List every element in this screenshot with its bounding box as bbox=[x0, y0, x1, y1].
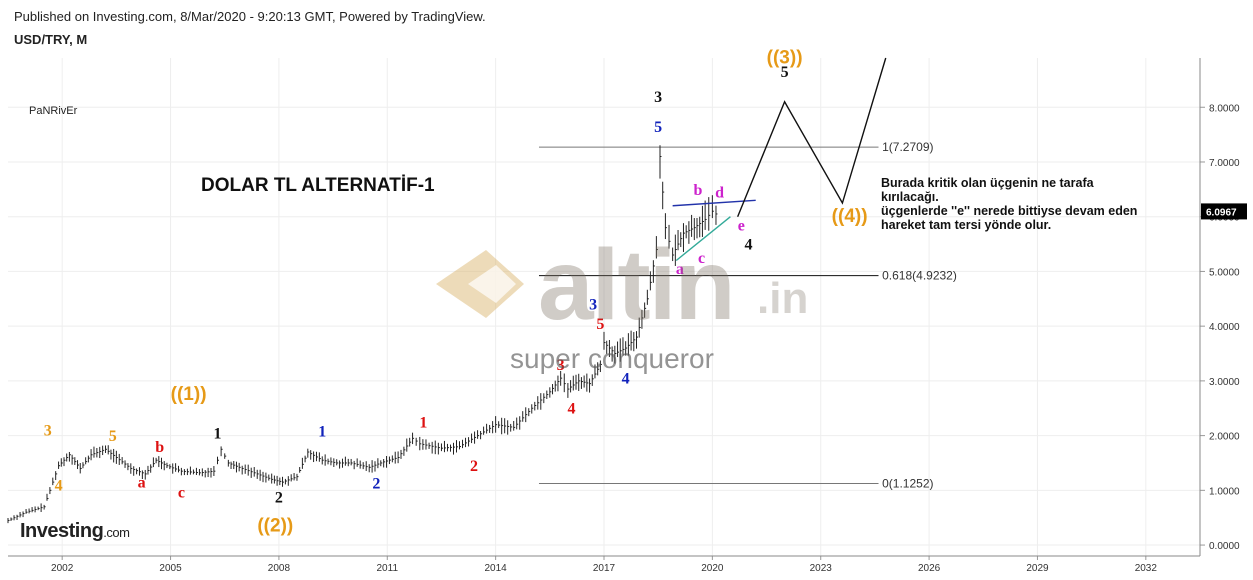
x-tick-label: 2023 bbox=[810, 563, 833, 574]
y-tick-label: 3.0000 bbox=[1209, 377, 1240, 388]
wave-label: a bbox=[138, 475, 146, 492]
note-line: Burada kritik olan üçgenin ne tarafa bbox=[881, 176, 1094, 190]
x-tick-label: 2017 bbox=[593, 563, 616, 574]
x-tick-label: 2026 bbox=[918, 563, 941, 574]
logo-main: Investing bbox=[20, 520, 104, 542]
triangle-lower-line bbox=[675, 216, 731, 262]
fib-label: 0.618(4.9232) bbox=[882, 269, 957, 283]
fibonacci-levels: 1(7.2709) 0.618(4.9232) 0(1.1252) bbox=[538, 140, 957, 490]
watermark-suffix: .in bbox=[757, 274, 809, 323]
triangle-upper-line bbox=[672, 199, 756, 207]
chart-axes: 0.00001.00002.00003.00004.00005.00006.00… bbox=[8, 58, 1247, 574]
price-bars bbox=[7, 145, 718, 524]
fib-label: 1(7.2709) bbox=[882, 140, 933, 154]
x-tick-label: 2011 bbox=[377, 563, 399, 574]
y-tick-label: 2.0000 bbox=[1209, 432, 1240, 443]
x-tick-label: 2029 bbox=[1026, 563, 1049, 574]
x-tick-label: 2032 bbox=[1135, 563, 1158, 574]
y-tick-label: 7.0000 bbox=[1209, 158, 1240, 169]
wave-label: b bbox=[155, 439, 164, 456]
x-tick-label: 2005 bbox=[159, 563, 182, 574]
chart-title: DOLAR TL ALTERNATİF-1 bbox=[201, 175, 435, 196]
wave-label: 4 bbox=[622, 371, 630, 388]
wave-label: 5 bbox=[596, 316, 604, 333]
wave-label: c bbox=[178, 484, 185, 501]
wave-label: 1 bbox=[419, 414, 427, 431]
wave-label: e bbox=[738, 217, 745, 234]
wave-label: ((3)) bbox=[767, 47, 803, 68]
wave-label: 3 bbox=[557, 357, 565, 374]
chart-grid bbox=[8, 58, 1200, 556]
wave-label: ((2)) bbox=[257, 515, 293, 536]
wave-label: 5 bbox=[654, 119, 662, 136]
wave-label: d bbox=[715, 185, 724, 202]
x-tick-label: 2002 bbox=[51, 563, 74, 574]
watermark-tagline: super conqueror bbox=[510, 343, 714, 374]
current-price-tag bbox=[1201, 203, 1247, 220]
wave-label: 3 bbox=[589, 297, 597, 314]
wave-label: ((1)) bbox=[171, 384, 207, 405]
current-price-label: 6.0967 bbox=[1206, 207, 1237, 218]
wave-label: 4 bbox=[744, 237, 752, 254]
author-name: PaNRivEr bbox=[29, 105, 78, 117]
wave-label: 3 bbox=[654, 89, 662, 106]
wave-label: 4 bbox=[55, 477, 63, 494]
wave-projection-line bbox=[737, 57, 887, 217]
watermark-text: altin bbox=[538, 229, 736, 341]
wave-label: 4 bbox=[567, 401, 575, 418]
watermark-logo-icon bbox=[436, 250, 524, 318]
note-line: kırılacağı. bbox=[881, 190, 939, 204]
x-tick-label: 2020 bbox=[701, 563, 724, 574]
analysis-note: Burada kritik olan üçgenin ne tarafa kır… bbox=[881, 176, 1191, 232]
wave-label: 3 bbox=[44, 423, 52, 440]
y-tick-label: 8.0000 bbox=[1209, 103, 1240, 114]
wave-label: ((4)) bbox=[832, 206, 868, 227]
wave-label: a bbox=[676, 261, 684, 278]
wave-label: 1 bbox=[318, 424, 326, 441]
note-line: hareket tam tersi yönde olur. bbox=[881, 218, 1052, 232]
wave-label: 2 bbox=[372, 476, 380, 493]
fib-label: 0(1.1252) bbox=[882, 476, 933, 490]
wave-label: c bbox=[698, 250, 705, 267]
y-tick-label: 1.0000 bbox=[1209, 486, 1240, 497]
wave-label: 2 bbox=[470, 458, 478, 475]
wave-label: 5 bbox=[109, 428, 117, 445]
symbol-label: USD/TRY, M bbox=[14, 32, 88, 47]
wave-label: 5 bbox=[781, 64, 789, 81]
y-tick-label: 5.0000 bbox=[1209, 267, 1240, 278]
wave-label: b bbox=[693, 182, 702, 199]
note-line: üçgenlerde ''e'' nerede bittiyse devam e… bbox=[881, 204, 1138, 218]
wave-drawings bbox=[672, 57, 887, 262]
wave-label: 2 bbox=[275, 489, 283, 506]
y-tick-label: 4.0000 bbox=[1209, 322, 1240, 333]
wave-label: 1 bbox=[214, 425, 222, 442]
x-tick-label: 2014 bbox=[485, 563, 508, 574]
x-tick-label: 2008 bbox=[268, 563, 291, 574]
investing-logo: Investing.com bbox=[20, 520, 130, 543]
y-tick-label: 0.0000 bbox=[1209, 541, 1240, 552]
published-note: Published on Investing.com, 8/Mar/2020 -… bbox=[14, 9, 486, 24]
logo-suffix: .com bbox=[103, 525, 130, 540]
